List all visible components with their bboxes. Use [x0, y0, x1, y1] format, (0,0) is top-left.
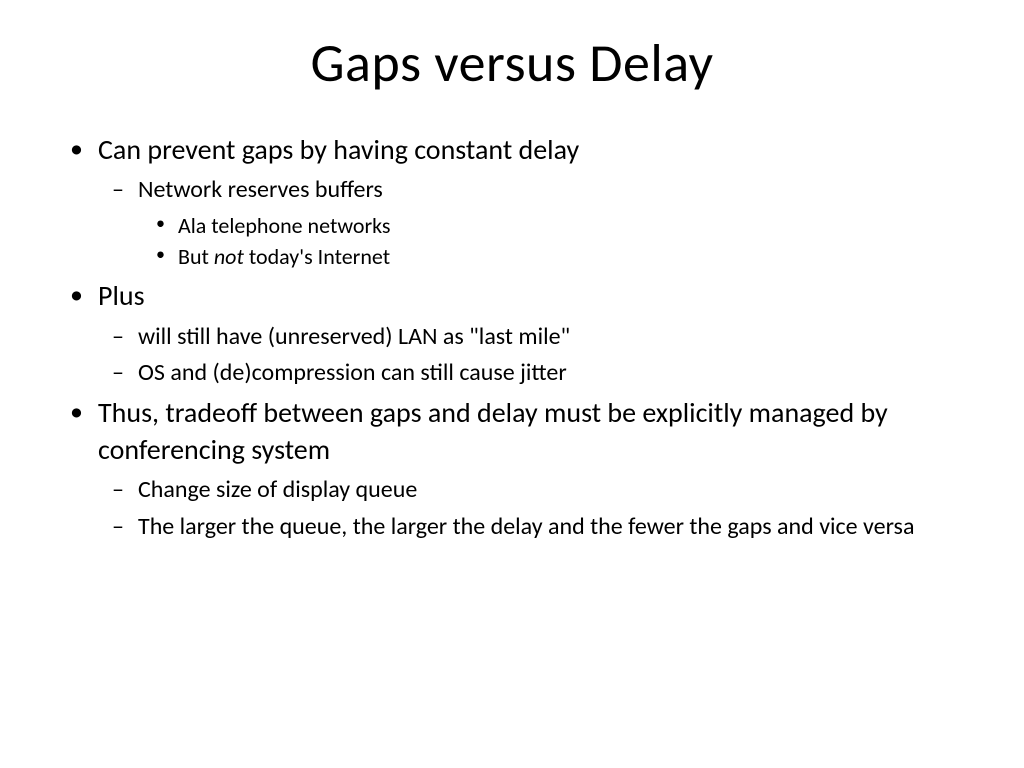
- bullet-1-text: Can prevent gaps by having constant dela…: [98, 132, 579, 167]
- bullet-2-2: OS and (de)compression can still cause j…: [98, 357, 964, 389]
- bullet-1-1: Network reserves buffers Ala telephone n…: [98, 174, 964, 272]
- slide-title: Gaps versus Delay: [60, 30, 964, 96]
- bullet-3-2: The larger the queue, the larger the del…: [98, 511, 964, 543]
- bullet-3: Thus, tradeoff between gaps and delay mu…: [60, 395, 964, 543]
- bullet-2-sublist: will still have (unreserved) LAN as "las…: [98, 321, 964, 390]
- bullet-1-1-1: Ala telephone networks: [138, 211, 964, 241]
- bullet-2-2-text: OS and (de)compression can still cause j…: [138, 358, 567, 387]
- bullet-1-sublist: Network reserves buffers Ala telephone n…: [98, 174, 964, 272]
- bullet-1: Can prevent gaps by having constant dela…: [60, 132, 964, 272]
- bullet-1-1-2-part-a: But: [178, 243, 214, 270]
- bullet-1-1-2-italic: not: [214, 243, 244, 270]
- bullet-3-1-text: Change size of display queue: [138, 475, 417, 504]
- bullet-1-1-2: But not today's Internet: [138, 242, 964, 272]
- bullet-1-1-2-part-c: today's Internet: [244, 243, 390, 270]
- bullet-1-1-text: Network reserves buffers: [138, 175, 383, 204]
- bullet-2: Plus will still have (unreserved) LAN as…: [60, 278, 964, 389]
- bullet-3-2-text: The larger the queue, the larger the del…: [138, 512, 914, 541]
- bullet-3-sublist: Change size of display queue The larger …: [98, 474, 964, 543]
- slide: Gaps versus Delay Can prevent gaps by ha…: [0, 0, 1024, 768]
- bullet-2-1: will still have (unreserved) LAN as "las…: [98, 321, 964, 353]
- bullet-1-1-sublist: Ala telephone networks But not today's I…: [138, 211, 964, 272]
- bullet-list: Can prevent gaps by having constant dela…: [60, 132, 964, 543]
- bullet-2-1-text: will still have (unreserved) LAN as "las…: [138, 322, 570, 351]
- bullet-1-1-1-text: Ala telephone networks: [178, 212, 391, 239]
- bullet-3-1: Change size of display queue: [98, 474, 964, 506]
- bullet-2-text: Plus: [98, 278, 145, 313]
- bullet-3-text: Thus, tradeoff between gaps and delay mu…: [98, 395, 888, 466]
